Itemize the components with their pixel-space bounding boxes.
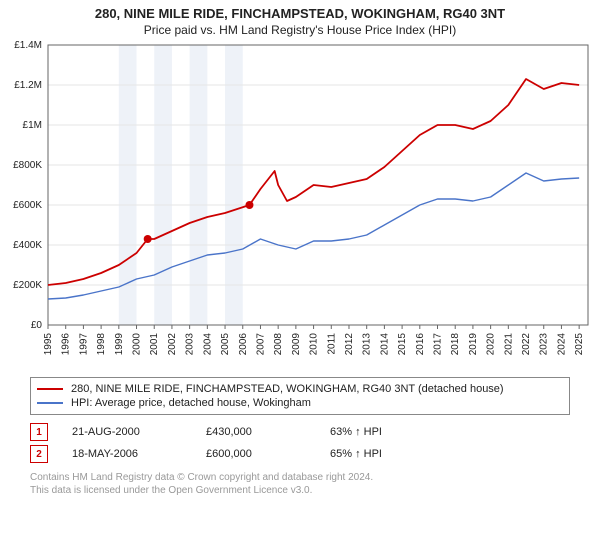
svg-text:£800K: £800K (13, 160, 42, 171)
svg-text:1999: 1999 (114, 333, 125, 356)
svg-text:£200K: £200K (13, 280, 42, 291)
sale-price: £430,000 (206, 426, 306, 438)
svg-text:2010: 2010 (309, 333, 320, 356)
sale-delta: 65% ↑ HPI (330, 448, 382, 460)
svg-text:2017: 2017 (433, 333, 444, 356)
svg-text:£600K: £600K (13, 200, 42, 211)
svg-text:2015: 2015 (397, 333, 408, 356)
svg-text:2000: 2000 (132, 333, 143, 356)
svg-text:£1M: £1M (23, 120, 42, 131)
svg-text:2007: 2007 (255, 333, 266, 356)
svg-text:2024: 2024 (556, 333, 567, 356)
legend-swatch (37, 388, 63, 390)
svg-text:2012: 2012 (344, 333, 355, 356)
svg-text:2023: 2023 (539, 333, 550, 356)
svg-text:2014: 2014 (379, 333, 390, 356)
footer-attribution: Contains HM Land Registry data © Crown c… (30, 471, 570, 497)
svg-text:£400K: £400K (13, 240, 42, 251)
legend: 280, NINE MILE RIDE, FINCHAMPSTEAD, WOKI… (30, 377, 570, 415)
svg-text:2013: 2013 (362, 333, 373, 356)
svg-text:2008: 2008 (273, 333, 284, 356)
chart-title-line2: Price paid vs. HM Land Registry's House … (0, 23, 600, 37)
svg-text:1996: 1996 (61, 333, 72, 356)
legend-row: 280, NINE MILE RIDE, FINCHAMPSTEAD, WOKI… (37, 382, 563, 396)
svg-text:2009: 2009 (291, 333, 302, 356)
svg-text:2025: 2025 (574, 333, 585, 356)
legend-row: HPI: Average price, detached house, Woki… (37, 396, 563, 410)
svg-text:2006: 2006 (238, 333, 249, 356)
sale-price: £600,000 (206, 448, 306, 460)
legend-label: 280, NINE MILE RIDE, FINCHAMPSTEAD, WOKI… (71, 383, 504, 395)
svg-text:2020: 2020 (486, 333, 497, 356)
svg-text:2001: 2001 (149, 333, 160, 356)
svg-text:2003: 2003 (185, 333, 196, 356)
sale-date: 18-MAY-2006 (72, 448, 182, 460)
sale-marker-badge: 1 (30, 423, 48, 441)
footer-line: Contains HM Land Registry data © Crown c… (30, 471, 570, 484)
sale-date: 21-AUG-2000 (72, 426, 182, 438)
sale-marker-badge: 2 (30, 445, 48, 463)
svg-text:2004: 2004 (202, 333, 213, 356)
svg-text:2022: 2022 (521, 333, 532, 356)
svg-text:2002: 2002 (167, 333, 178, 356)
sale-delta: 63% ↑ HPI (330, 426, 382, 438)
sale-marker-row: 2 18-MAY-2006 £600,000 65% ↑ HPI (30, 443, 570, 465)
svg-text:2005: 2005 (220, 333, 231, 356)
svg-text:2021: 2021 (503, 333, 514, 356)
legend-label: HPI: Average price, detached house, Woki… (71, 397, 311, 409)
legend-swatch (37, 402, 63, 404)
chart-title-line1: 280, NINE MILE RIDE, FINCHAMPSTEAD, WOKI… (0, 6, 600, 21)
footer-line: This data is licensed under the Open Gov… (30, 484, 570, 497)
sale-marker-row: 1 21-AUG-2000 £430,000 63% ↑ HPI (30, 421, 570, 443)
svg-text:£1.4M: £1.4M (14, 41, 42, 51)
svg-text:£1.2M: £1.2M (14, 80, 42, 91)
svg-text:1997: 1997 (78, 333, 89, 356)
svg-text:2016: 2016 (415, 333, 426, 356)
svg-text:1998: 1998 (96, 333, 107, 356)
price-chart: £0 £200K £400K £600K £800K £1M £1.2M £1.4M 1995 1… (0, 41, 600, 371)
svg-text:£0: £0 (31, 320, 43, 331)
svg-text:2019: 2019 (468, 333, 479, 356)
svg-text:2018: 2018 (450, 333, 461, 356)
svg-text:1995: 1995 (43, 333, 54, 356)
svg-text:2011: 2011 (326, 333, 337, 355)
sale-marker-table: 1 21-AUG-2000 £430,000 63% ↑ HPI 2 18-MA… (30, 421, 570, 465)
